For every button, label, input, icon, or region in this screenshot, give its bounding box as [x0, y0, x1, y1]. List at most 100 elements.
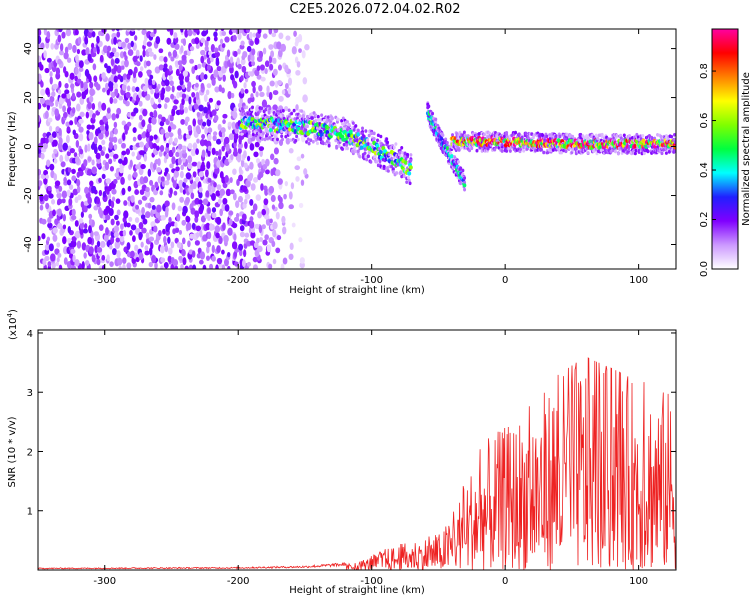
noise-blob [147, 168, 152, 177]
noise-blob [194, 64, 198, 71]
noise-blob [57, 208, 62, 217]
noise-blob [179, 108, 185, 115]
noise-blob [88, 131, 94, 141]
noise-blob [211, 207, 217, 213]
noise-blob [89, 180, 94, 187]
noise-blob [141, 119, 146, 128]
noise-blob [291, 46, 297, 55]
noise-blob [177, 143, 183, 150]
noise-blob [91, 254, 96, 263]
noise-blob [236, 178, 240, 187]
trace-halo [352, 128, 356, 132]
spectrogram-x-tick-label: -200 [227, 275, 250, 286]
noise-blob [42, 132, 47, 138]
trace-halo [240, 132, 244, 136]
noise-blob [38, 114, 41, 123]
trace-halo [514, 130, 518, 135]
noise-blob [66, 189, 71, 197]
trace-halo [475, 148, 479, 153]
trace-blob [359, 145, 364, 150]
noise-blob [174, 265, 179, 269]
trace-halo [391, 167, 395, 171]
trace-blob [268, 127, 273, 133]
noise-blob [80, 80, 84, 89]
noise-blob [156, 166, 162, 173]
noise-blob [217, 123, 222, 131]
trace-halo [307, 141, 311, 146]
noise-blob [61, 31, 66, 39]
noise-blob [109, 96, 114, 104]
noise-blob [253, 177, 259, 183]
noise-blob [72, 129, 76, 136]
noise-blob [207, 149, 211, 157]
noise-blob [65, 121, 70, 127]
noise-blob [104, 161, 110, 171]
colorbar-label: Normalized spectral amplitude [741, 72, 750, 226]
noise-blob [232, 192, 237, 201]
trace-halo [434, 117, 438, 122]
noise-blob [155, 36, 161, 45]
noise-blob [102, 45, 109, 54]
noise-blob [134, 189, 140, 196]
noise-blob [135, 86, 140, 92]
noise-blob [275, 169, 281, 177]
noise-blob [260, 76, 266, 82]
noise-blob [229, 56, 234, 64]
noise-blob [69, 147, 76, 154]
noise-blob [237, 142, 244, 149]
noise-blob [241, 259, 246, 268]
noise-blob [195, 225, 202, 232]
noise-blob [178, 73, 185, 82]
noise-blob [73, 152, 78, 158]
trace-halo [345, 120, 349, 124]
noise-blob [108, 207, 114, 217]
noise-blob [180, 45, 184, 53]
noise-blob [217, 198, 222, 205]
noise-blob [224, 258, 229, 267]
noise-blob [102, 87, 106, 93]
noise-blob [64, 89, 70, 95]
noise-blob [169, 187, 173, 195]
noise-blob [261, 224, 266, 230]
noise-blob [168, 216, 172, 224]
noise-blob [254, 223, 260, 229]
noise-blob [246, 45, 252, 53]
noise-blob [287, 87, 292, 95]
noise-blob [160, 265, 164, 269]
noise-blob [90, 51, 97, 58]
snr-x-tick-label: 100 [629, 576, 648, 587]
noise-blob [154, 91, 160, 99]
trace-halo [545, 134, 549, 139]
noise-blob [127, 185, 132, 192]
noise-blob [122, 257, 127, 264]
noise-blob [263, 198, 269, 206]
noise-blob [173, 32, 178, 39]
noise-blob [130, 40, 134, 48]
trace-halo [444, 137, 448, 142]
trace-halo [406, 152, 410, 157]
noise-blob [105, 153, 110, 159]
noise-blob [112, 136, 118, 143]
trace-halo [627, 134, 631, 138]
noise-blob [136, 29, 141, 31]
noise-blob [56, 257, 60, 263]
noise-blob [145, 186, 150, 193]
noise-blob [214, 29, 219, 32]
noise-blob [87, 31, 93, 39]
noise-blob [83, 204, 88, 213]
noise-blob [240, 75, 244, 82]
noise-blob [215, 232, 220, 239]
noise-blob [168, 65, 173, 72]
noise-blob [149, 74, 154, 80]
noise-blob [80, 211, 84, 218]
trace-blob [356, 132, 361, 137]
noise-blob [215, 150, 219, 156]
noise-blob [110, 58, 115, 67]
noise-blob [151, 255, 157, 264]
noise-blob [227, 251, 231, 258]
snr-y-tick-label: 2 [27, 447, 33, 458]
noise-blob [113, 64, 118, 72]
noise-blob [123, 51, 127, 57]
noise-blob [160, 176, 165, 182]
noise-blob [215, 264, 219, 269]
